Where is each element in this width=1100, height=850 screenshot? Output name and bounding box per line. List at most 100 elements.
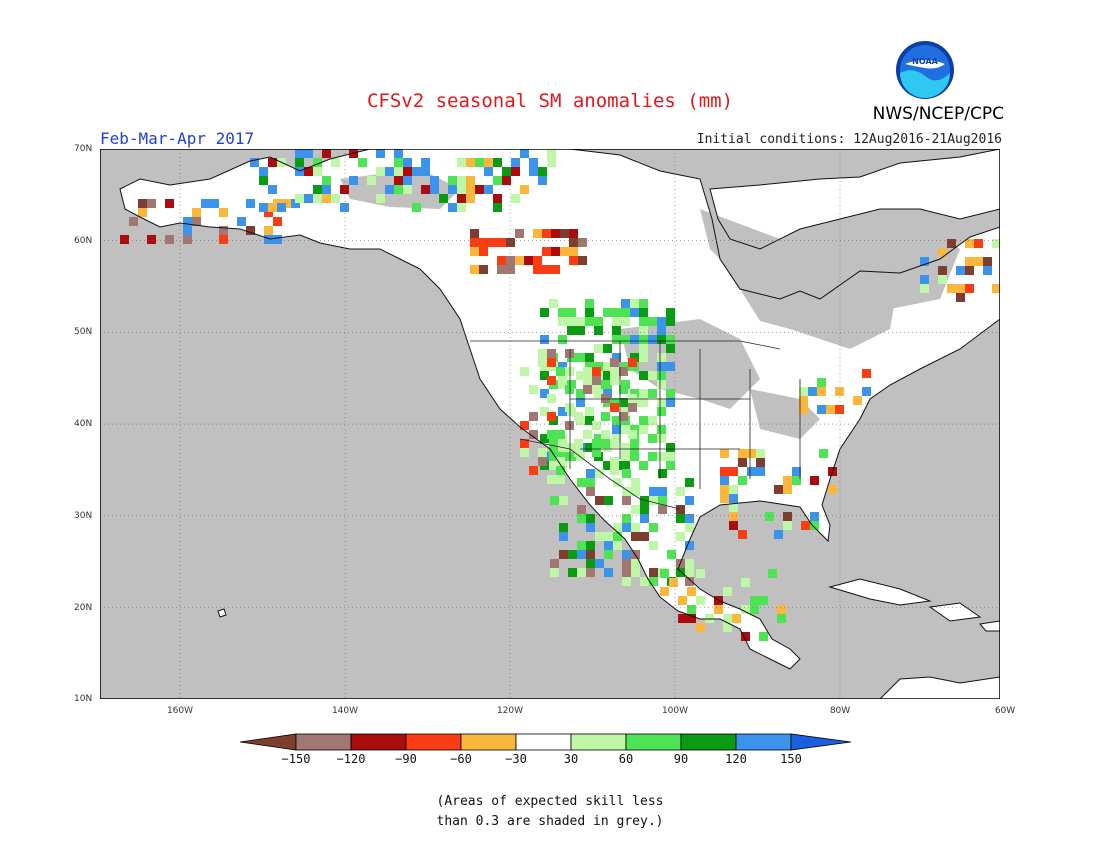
anomaly-cell (538, 358, 547, 367)
anomaly-cell (685, 514, 694, 523)
anomaly-cell (268, 158, 277, 167)
anomaly-cell (457, 176, 466, 185)
anomaly-cell (183, 217, 192, 226)
anomaly-cell (558, 335, 567, 344)
anomaly-cell (592, 367, 601, 376)
anomaly-cell (640, 514, 649, 523)
anomaly-cell (551, 229, 560, 238)
anomaly-cell (685, 496, 694, 505)
noaa-logo: NOAA (896, 41, 954, 99)
color-legend (240, 733, 852, 751)
anomaly-cell (192, 208, 201, 217)
anomaly-cell (619, 367, 628, 376)
anomaly-cell (585, 407, 594, 416)
anomaly-cell (493, 158, 502, 167)
anomaly-cell (639, 371, 648, 380)
coastline (217, 608, 227, 618)
anomaly-cell (660, 587, 669, 596)
anomaly-cell (586, 469, 595, 478)
anomaly-cell (639, 326, 648, 335)
anomaly-cell (520, 448, 529, 457)
anomaly-cell (497, 265, 506, 274)
chart-title: CFSv2 seasonal SM anomalies (mm) (366, 90, 734, 112)
anomaly-cell (640, 505, 649, 514)
anomaly-cell (610, 367, 619, 376)
anomaly-cell (601, 439, 610, 448)
anomaly-cell (610, 457, 619, 466)
anomaly-cell (741, 632, 750, 641)
anomaly-cell (542, 229, 551, 238)
anomaly-cell (493, 176, 502, 185)
anomaly-cell (556, 475, 565, 484)
anomaly-cell (657, 362, 666, 371)
anomaly-cell (506, 265, 515, 274)
anomaly-cell (622, 523, 631, 532)
anomaly-cell (558, 308, 567, 317)
anomaly-cell (862, 387, 871, 396)
coastline (879, 676, 1000, 699)
anomaly-cell (669, 578, 678, 587)
anomaly-cell (558, 380, 567, 389)
anomaly-cell (639, 317, 648, 326)
legend-tick-label: −120 (336, 752, 366, 766)
anomaly-cell (592, 421, 601, 430)
legend-tick-label: −60 (450, 752, 472, 766)
anomaly-cell (965, 257, 974, 266)
anomaly-cell (550, 568, 559, 577)
anomaly-cell (273, 235, 282, 244)
anomaly-cell (612, 416, 621, 425)
anomaly-cell (586, 550, 595, 559)
anomaly-cell (657, 380, 666, 389)
anomaly-cell (750, 596, 759, 605)
anomaly-cell (604, 568, 613, 577)
anomaly-cell (595, 496, 604, 505)
anomaly-cell (747, 467, 756, 476)
anomaly-cell (604, 532, 613, 541)
anomaly-cell (612, 353, 621, 362)
anomaly-cell (685, 523, 694, 532)
anomaly-cell (631, 568, 640, 577)
anomaly-cell (648, 416, 657, 425)
anomaly-cell (601, 430, 610, 439)
anomaly-cell (322, 176, 331, 185)
anomaly-cell (640, 532, 649, 541)
anomaly-cell (586, 541, 595, 550)
anomaly-cell (430, 176, 439, 185)
anomaly-cell (621, 407, 630, 416)
anomaly-cell (313, 167, 322, 176)
anomaly-cell (538, 176, 547, 185)
anomaly-cell (385, 167, 394, 176)
anomaly-cell (250, 158, 259, 167)
anomaly-cell (560, 247, 569, 256)
anomaly-cell (421, 158, 430, 167)
anomaly-cell (639, 344, 648, 353)
anomaly-cell (938, 275, 947, 284)
anomaly-cell (810, 512, 819, 521)
anomaly-cell (595, 532, 604, 541)
anomaly-cell (808, 387, 817, 396)
anomaly-cell (457, 203, 466, 212)
anomaly-cell (666, 452, 675, 461)
anomaly-cell (313, 158, 322, 167)
anomaly-cell (574, 439, 583, 448)
anomaly-cell (750, 605, 759, 614)
anomaly-cell (640, 577, 649, 586)
anomaly-cell (358, 158, 367, 167)
anomaly-cell (738, 530, 747, 539)
anomaly-cell (777, 605, 786, 614)
anomaly-cell (601, 412, 610, 421)
soil-moisture-map (100, 149, 1000, 699)
political-border (470, 340, 781, 350)
anomaly-cell (520, 421, 529, 430)
anomaly-cell (685, 541, 694, 550)
anomaly-cell (540, 371, 549, 380)
anomaly-cell (585, 317, 594, 326)
anomaly-cell (657, 317, 666, 326)
anomaly-cell (920, 284, 929, 293)
anomaly-cell (578, 256, 587, 265)
anomaly-cell (696, 623, 705, 632)
anomaly-cell (529, 430, 538, 439)
anomaly-cell (612, 326, 621, 335)
anomaly-cell (676, 514, 685, 523)
anomaly-cell (594, 326, 603, 335)
